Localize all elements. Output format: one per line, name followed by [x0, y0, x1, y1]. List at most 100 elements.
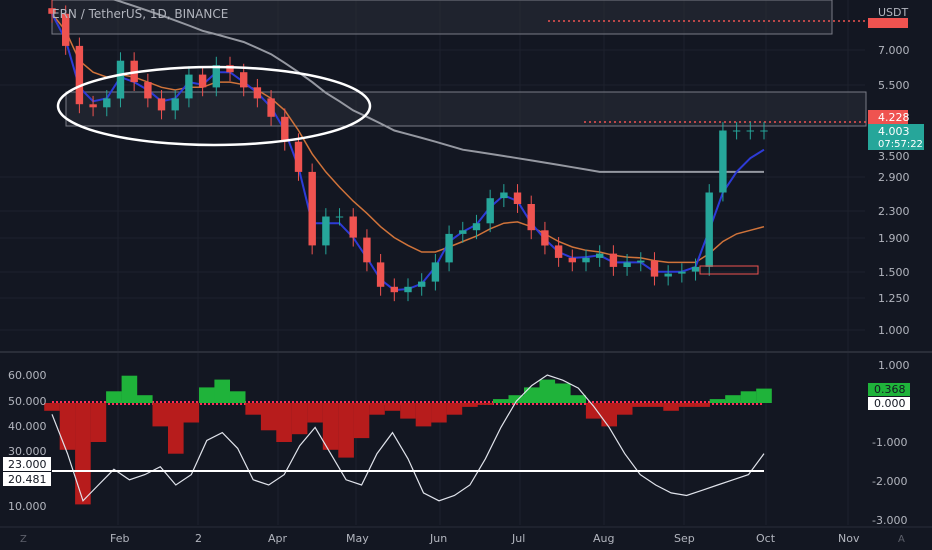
histogram-bar	[384, 403, 401, 411]
histogram-bar	[245, 403, 261, 415]
histogram-bar	[276, 403, 292, 442]
histogram-bar	[725, 395, 741, 403]
right-logo-icon[interactable]: A	[898, 534, 905, 545]
zero-label: 0.000	[874, 397, 906, 410]
candle-body	[212, 65, 220, 88]
histogram-bar	[322, 403, 339, 450]
histogram-bar	[199, 387, 215, 403]
histogram-bar	[694, 403, 710, 407]
histogram-bar	[555, 383, 571, 403]
candle-body	[294, 141, 303, 172]
candle-body	[500, 192, 508, 199]
histogram-bar	[400, 403, 416, 419]
time-tick: Oct	[756, 532, 776, 545]
histogram-bar	[152, 403, 169, 427]
osc-tick: 60.000	[8, 369, 47, 382]
price-tick: 5.500	[878, 79, 910, 92]
candle-body	[760, 130, 768, 132]
histogram-bar	[75, 403, 91, 505]
ma-mid-line	[51, 13, 765, 264]
candle-body	[144, 82, 152, 99]
osc-tick: 1.000	[878, 359, 910, 372]
histogram-bar	[106, 391, 122, 403]
hist-value-label: 0.368	[874, 383, 906, 396]
candle-body	[732, 130, 741, 132]
histogram-bar	[508, 395, 525, 403]
reference-label: 23.000	[8, 458, 47, 471]
oscillator-histogram	[44, 375, 772, 505]
oscillator-line	[51, 374, 765, 502]
high-price-tag	[868, 110, 908, 124]
high-price-label: 4.228	[878, 111, 910, 124]
candle-body	[185, 74, 193, 99]
symbol-title: ERN / TetherUS, 1D, BINANCE	[52, 7, 228, 21]
time-tick: Apr	[268, 532, 288, 545]
candle-body	[513, 192, 522, 204]
histogram-bar	[709, 399, 726, 403]
hist-value-tag	[868, 383, 910, 396]
candle-body	[116, 60, 125, 99]
osc-tick: -1.000	[872, 436, 907, 449]
histogram-bar	[369, 403, 385, 415]
time-tick: 2	[195, 532, 202, 545]
time-tick: Jul	[511, 532, 525, 545]
candle-body	[486, 198, 494, 224]
candle-body	[568, 257, 576, 263]
candle-body	[650, 260, 659, 277]
histogram-bar	[137, 395, 153, 403]
histogram-bar	[431, 403, 447, 423]
histogram-bar	[229, 391, 246, 403]
candle-body	[89, 104, 97, 108]
price-tick: 1.250	[878, 292, 910, 305]
candle-body	[609, 253, 618, 267]
histogram-bar	[570, 395, 586, 403]
candle-body	[376, 262, 385, 287]
histogram-bar	[462, 403, 478, 407]
top-zone-box	[51, 0, 833, 35]
left-oscillator-axis: 60.000 50.000 40.000 30.000 23.000 20.48…	[3, 369, 51, 513]
histogram-bar	[415, 403, 432, 427]
candle-body	[459, 230, 467, 234]
histogram-bar	[477, 403, 494, 405]
candle-body	[431, 262, 440, 282]
reference-tag	[3, 457, 51, 471]
candle-body	[390, 286, 398, 293]
histogram-bar	[663, 403, 679, 411]
top-price-tag	[868, 18, 908, 28]
price-tick: 1.500	[878, 266, 910, 279]
candle-body	[240, 72, 248, 88]
right-oscillator-axis: 1.000 0.368 0.000 -1.000 -2.000 -3.000	[868, 359, 910, 527]
time-tick: Sep	[674, 532, 695, 545]
histogram-bar	[121, 375, 138, 403]
histogram-bar	[647, 403, 664, 407]
osc-tick: 40.000	[8, 420, 47, 433]
candle-body	[103, 98, 111, 108]
consolidation-ellipse	[56, 65, 372, 147]
ma-slow-line	[112, 0, 764, 173]
time-axis: Z Feb 2 Apr May Jun Jul Aug Sep Oct Nov …	[20, 532, 905, 545]
time-tick: May	[346, 532, 369, 545]
time-tick: Aug	[593, 532, 614, 545]
osc-tick: 10.000	[8, 500, 47, 513]
histogram-bar	[214, 379, 230, 403]
histogram-bar	[524, 387, 540, 403]
time-tick: Nov	[838, 532, 860, 545]
histogram-bar	[446, 403, 463, 415]
candle-body	[637, 260, 645, 263]
candle-body	[623, 262, 631, 267]
osc-tick: -3.000	[872, 514, 907, 527]
candle-body	[171, 98, 179, 111]
histogram-bar	[493, 399, 509, 403]
candle-body	[541, 230, 549, 246]
price-tick: 1.900	[878, 232, 910, 245]
candle-body	[363, 237, 371, 263]
histogram-bar	[291, 403, 308, 435]
osc-tick: 50.000	[8, 395, 47, 408]
last-price-tag	[868, 124, 924, 150]
candle-body	[322, 216, 330, 246]
candle-body	[705, 192, 713, 267]
candle-body	[349, 216, 357, 238]
candle-body	[308, 171, 316, 246]
candle-body	[418, 281, 426, 287]
left-logo-icon[interactable]: Z	[20, 534, 27, 545]
